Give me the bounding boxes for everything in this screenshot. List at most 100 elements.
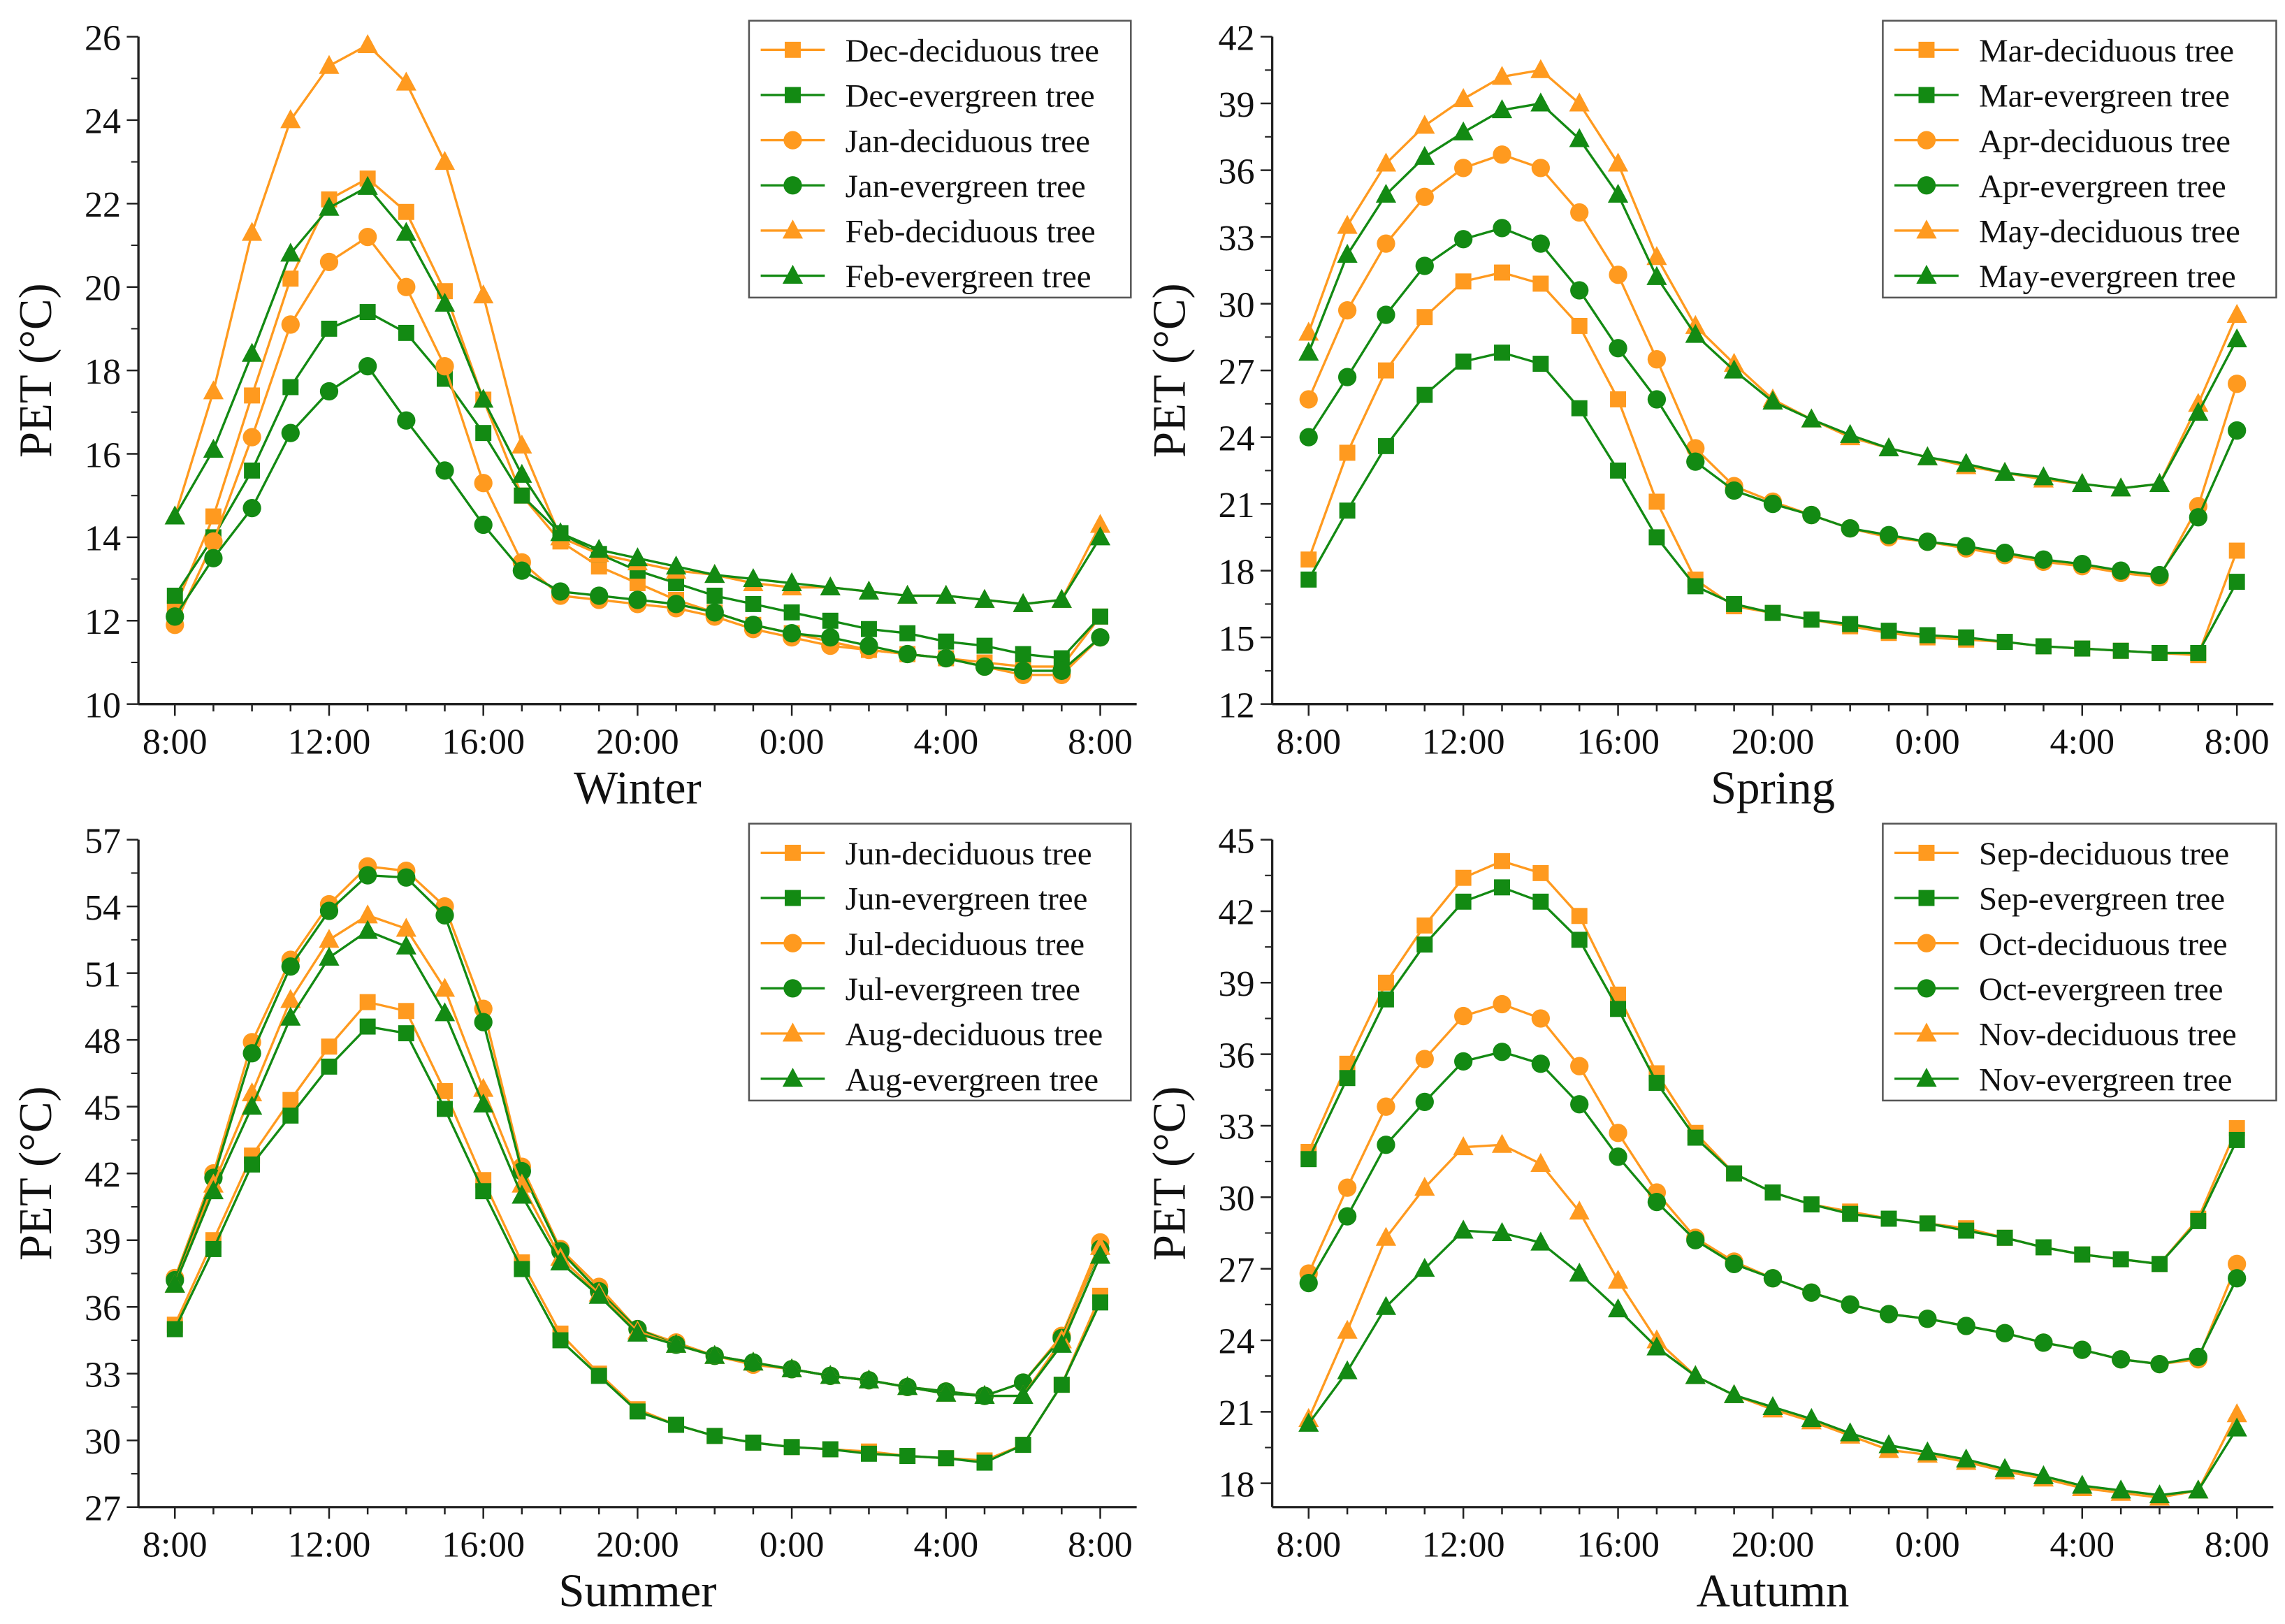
legend-marker-square-icon bbox=[1918, 87, 1935, 103]
legend-marker-triangle-icon bbox=[1916, 1067, 1937, 1087]
data-point bbox=[1299, 428, 1318, 447]
data-point bbox=[1530, 92, 1551, 112]
data-point bbox=[1530, 59, 1551, 78]
data-point bbox=[434, 1002, 456, 1022]
series-nov-evergreen-tree bbox=[1298, 1219, 2247, 1504]
data-point bbox=[668, 575, 685, 592]
series-feb-evergreen-tree bbox=[164, 175, 1111, 612]
data-point bbox=[319, 252, 339, 272]
data-point bbox=[2112, 642, 2129, 659]
data-point bbox=[434, 292, 456, 312]
data-point bbox=[474, 515, 493, 535]
data-point bbox=[242, 342, 263, 362]
y-axis-title: PET (°C) bbox=[1144, 283, 1195, 458]
data-point bbox=[1958, 629, 1975, 646]
data-point bbox=[1801, 1407, 1822, 1428]
data-point bbox=[166, 1321, 183, 1337]
data-point bbox=[552, 1332, 569, 1349]
data-point bbox=[1530, 1231, 1551, 1251]
data-point bbox=[244, 462, 261, 479]
data-point bbox=[398, 324, 414, 341]
data-point bbox=[1491, 99, 1513, 119]
data-point bbox=[1607, 1298, 1629, 1318]
data-point bbox=[2190, 1212, 2207, 1229]
data-point bbox=[437, 1101, 453, 1117]
data-point bbox=[1570, 203, 1589, 222]
data-point bbox=[514, 1261, 530, 1277]
data-point bbox=[897, 584, 918, 604]
y-tick-label: 18 bbox=[85, 352, 121, 392]
data-point bbox=[1414, 115, 1435, 134]
data-point bbox=[203, 1180, 224, 1200]
data-point bbox=[704, 563, 725, 583]
x-tick-label: 8:00 bbox=[2205, 723, 2270, 762]
x-tick-label: 20:00 bbox=[596, 1525, 679, 1565]
data-point bbox=[1337, 1360, 1358, 1379]
series-oct-evergreen-tree bbox=[1299, 1043, 2247, 1374]
data-point bbox=[1415, 1092, 1434, 1111]
data-point bbox=[1337, 243, 1358, 263]
legend-label: Dec-deciduous tree bbox=[846, 33, 1099, 69]
data-point bbox=[1013, 593, 1033, 612]
data-point bbox=[282, 270, 299, 287]
legend-label: Jun-evergreen tree bbox=[846, 881, 1088, 918]
data-point bbox=[474, 1013, 493, 1031]
data-point bbox=[1493, 1043, 1511, 1061]
data-point bbox=[2152, 644, 2168, 661]
data-point bbox=[1918, 1310, 1937, 1328]
x-tick-label: 16:00 bbox=[1576, 723, 1660, 762]
y-tick-label: 14 bbox=[85, 519, 121, 559]
legend-marker-triangle-icon bbox=[782, 1067, 804, 1087]
data-point bbox=[398, 203, 414, 220]
x-tick-label: 20:00 bbox=[596, 723, 679, 762]
legend-label: Nov-evergreen tree bbox=[1979, 1061, 2232, 1098]
data-point bbox=[628, 590, 647, 609]
y-tick-label: 39 bbox=[1218, 85, 1254, 125]
data-point bbox=[1298, 1412, 1319, 1432]
data-point bbox=[2149, 1484, 2170, 1504]
data-point bbox=[1840, 1422, 1861, 1442]
legend-marker-triangle-icon bbox=[782, 264, 804, 284]
legend-marker-circle-icon bbox=[783, 131, 802, 150]
data-point bbox=[1609, 266, 1627, 284]
legend-label: Nov-deciduous tree bbox=[1979, 1017, 2237, 1053]
data-point bbox=[1571, 400, 1588, 416]
legend-marker-circle-icon bbox=[1917, 176, 1936, 195]
y-tick-label: 30 bbox=[1218, 285, 1254, 325]
data-point bbox=[1377, 1136, 1395, 1154]
data-point bbox=[2228, 421, 2247, 440]
legend-marker-triangle-icon bbox=[1916, 264, 1937, 284]
data-point bbox=[512, 561, 531, 580]
data-point bbox=[396, 918, 416, 937]
series-mar-evergreen-tree bbox=[1300, 345, 2245, 661]
data-point bbox=[437, 1082, 453, 1099]
x-tick-label: 16:00 bbox=[442, 723, 525, 762]
data-point bbox=[397, 868, 416, 887]
legend-marker-circle-icon bbox=[1917, 934, 1936, 952]
data-point bbox=[1453, 88, 1474, 108]
data-point bbox=[781, 572, 802, 592]
data-point bbox=[665, 1333, 687, 1353]
data-point bbox=[1414, 1258, 1435, 1277]
data-point bbox=[858, 1369, 880, 1389]
data-point bbox=[2033, 466, 2054, 486]
data-point bbox=[244, 387, 261, 404]
data-point bbox=[1569, 128, 1590, 147]
legend: Jun-deciduous tree Jun-evergreen tree Jul-… bbox=[748, 822, 1132, 1102]
data-point bbox=[475, 425, 492, 442]
y-tick-label: 27 bbox=[1218, 352, 1254, 392]
data-point bbox=[1958, 1222, 1975, 1239]
data-point bbox=[1957, 1317, 1975, 1335]
y-tick-label: 45 bbox=[85, 1088, 121, 1128]
data-point bbox=[358, 227, 377, 247]
data-point bbox=[1879, 525, 1899, 544]
y-tick-label: 30 bbox=[1218, 1179, 1254, 1219]
data-point bbox=[2189, 1347, 2207, 1366]
panel-autumn: 8:00 12:00 16:00 20:00 0:00 4:00 8:00 18 21 24 27 3… bbox=[1144, 821, 2277, 1617]
data-point bbox=[166, 607, 184, 626]
data-point bbox=[1053, 650, 1070, 667]
series-sep-evergreen-tree bbox=[1300, 879, 2245, 1273]
data-point bbox=[1724, 359, 1745, 379]
data-point bbox=[936, 1382, 957, 1402]
data-point bbox=[745, 595, 762, 612]
